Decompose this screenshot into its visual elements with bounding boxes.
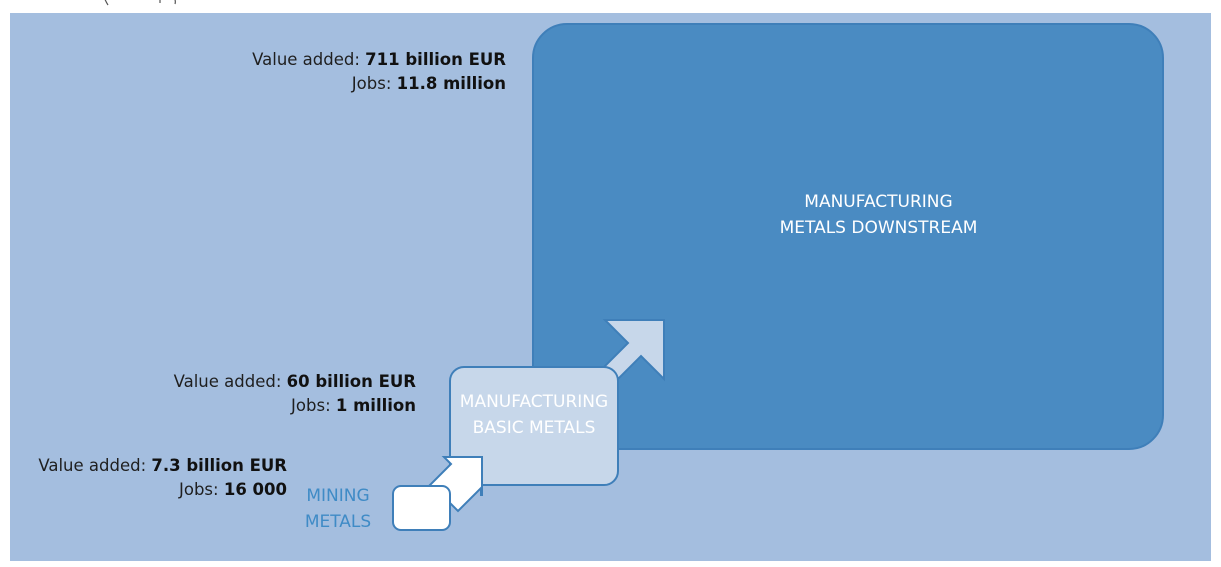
basic-value-added: Value added: 60 billion EUR	[173, 372, 416, 391]
downstream-box	[532, 23, 1164, 450]
basic-jobs: Jobs: 1 million	[291, 396, 416, 415]
basic-metals-label: MANUFACTURING BASIC METALS	[459, 392, 609, 438]
downstream-jobs: Jobs: 11.8 million	[351, 74, 506, 93]
mining-metals-label: MINING METALS	[304, 486, 372, 532]
mining-metals-box	[392, 485, 451, 531]
downstream-value-added: Value added: 711 billion EUR	[252, 50, 506, 69]
diagram-panel: Value added: 711 billion EUR Jobs: 11.8 …	[10, 13, 1211, 561]
mining-jobs: Jobs: 16 000	[179, 480, 287, 499]
mining-stats: Value added: 7.3 billion EUR Jobs: 16 00…	[38, 454, 287, 502]
downstream-label: MANUFACTURING METALS DOWNSTREAM	[779, 192, 978, 238]
diagram-shapes	[392, 23, 1164, 531]
basic-metals-box	[449, 366, 619, 486]
mining-value-added: Value added: 7.3 billion EUR	[38, 456, 287, 475]
downstream-stats: Value added: 711 billion EUR Jobs: 11.8 …	[252, 48, 506, 96]
basic-stats: Value added: 60 billion EUR Jobs: 1 mill…	[174, 370, 416, 418]
cropped-text-remnant	[104, 0, 176, 6]
